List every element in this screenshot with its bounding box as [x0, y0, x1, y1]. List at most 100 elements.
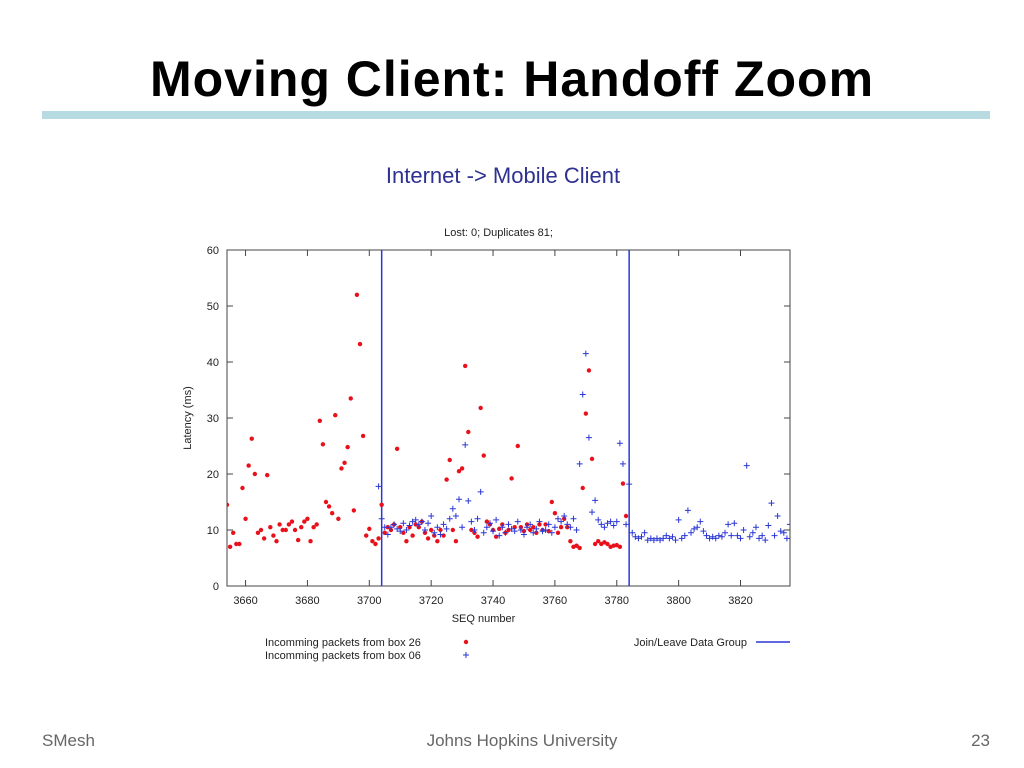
point-box06	[681, 532, 688, 539]
point-box26	[438, 527, 443, 533]
point-box06	[644, 537, 651, 544]
point-box26	[258, 527, 264, 533]
x-tick-label: 3660	[233, 595, 257, 607]
point-box06	[558, 518, 565, 525]
slide-number: 23	[971, 731, 990, 750]
point-box06	[477, 488, 484, 495]
point-box26	[292, 527, 298, 533]
point-box26	[515, 443, 520, 449]
point-box26	[230, 530, 236, 535]
point-box06	[434, 524, 441, 531]
point-box26	[246, 463, 251, 468]
point-box06	[629, 529, 636, 536]
point-box26	[592, 541, 598, 547]
point-box26	[549, 499, 555, 505]
point-box26	[512, 525, 517, 530]
point-box06	[595, 516, 602, 523]
point-box06	[684, 507, 691, 514]
point-box06	[533, 525, 540, 532]
x-axis-label: SEQ number	[452, 613, 516, 625]
point-box26	[317, 418, 323, 423]
y-tick-label: 50	[207, 301, 219, 313]
point-box26	[360, 433, 366, 439]
point-box06	[409, 518, 416, 525]
point-box06	[703, 532, 710, 539]
point-box06	[752, 524, 759, 531]
point-box06	[771, 532, 778, 539]
point-box26	[450, 527, 456, 533]
point-box06	[725, 521, 732, 528]
y-tick-label: 10	[207, 525, 219, 537]
point-box06	[394, 525, 401, 532]
point-box26	[534, 530, 539, 535]
footer-university: Johns Hopkins University	[426, 731, 618, 750]
point-box06	[564, 521, 571, 528]
point-box06	[592, 497, 599, 504]
point-box06	[496, 532, 503, 539]
point-box06	[762, 537, 769, 544]
point-box26	[589, 456, 595, 462]
point-box06	[678, 535, 685, 542]
point-box06	[391, 521, 398, 528]
y-tick-label: 60	[207, 245, 219, 257]
point-box06	[749, 529, 756, 536]
point-box26	[398, 525, 403, 530]
legend-marker-box26	[463, 639, 469, 645]
point-box06	[660, 535, 667, 542]
point-box26	[543, 522, 548, 527]
point-box26	[552, 511, 558, 516]
point-box26	[425, 536, 431, 541]
point-box26	[252, 471, 258, 477]
point-box06	[499, 524, 506, 531]
point-box06	[604, 520, 611, 527]
point-box26	[255, 530, 261, 535]
point-box26	[354, 292, 360, 297]
x-tick-label: 3800	[666, 595, 690, 607]
point-box26	[527, 527, 533, 533]
point-box06	[666, 535, 673, 542]
point-box26	[271, 533, 276, 538]
point-box06	[539, 528, 546, 535]
point-box06	[601, 524, 608, 531]
point-box06	[746, 533, 753, 540]
point-box06	[517, 527, 524, 533]
point-box06	[669, 533, 676, 540]
point-box26	[444, 477, 449, 482]
point-box06	[647, 535, 654, 542]
point-box06	[554, 515, 561, 522]
point-box06	[567, 524, 574, 531]
y-tick-label: 20	[207, 469, 219, 481]
point-box06	[616, 440, 623, 447]
point-box06	[598, 521, 605, 528]
point-box26	[481, 453, 486, 458]
point-box26	[295, 537, 301, 543]
point-box26	[620, 481, 626, 486]
point-box26	[531, 525, 536, 530]
point-box26	[453, 539, 459, 544]
point-box06	[440, 521, 447, 528]
point-box26	[509, 476, 514, 481]
point-box06	[418, 518, 425, 525]
point-box26	[227, 544, 233, 549]
point-box06	[663, 532, 670, 539]
point-box06	[375, 483, 382, 490]
point-box06	[635, 535, 642, 542]
point-box06	[465, 497, 472, 504]
point-box26	[596, 539, 601, 544]
point-box06	[691, 525, 698, 532]
y-axis-label: Latency (ms)	[182, 386, 194, 450]
point-box06	[456, 496, 463, 503]
point-box06	[502, 529, 509, 536]
point-box26	[261, 536, 267, 541]
point-box06	[400, 520, 407, 527]
point-box26	[339, 466, 344, 471]
point-box06	[459, 524, 466, 531]
point-box26	[428, 527, 434, 533]
point-box26	[583, 411, 589, 416]
point-box26	[577, 545, 582, 551]
point-box06	[709, 533, 716, 540]
point-box06	[530, 529, 537, 536]
point-box26	[274, 539, 279, 544]
point-box06	[378, 515, 385, 522]
point-box06	[623, 521, 630, 528]
